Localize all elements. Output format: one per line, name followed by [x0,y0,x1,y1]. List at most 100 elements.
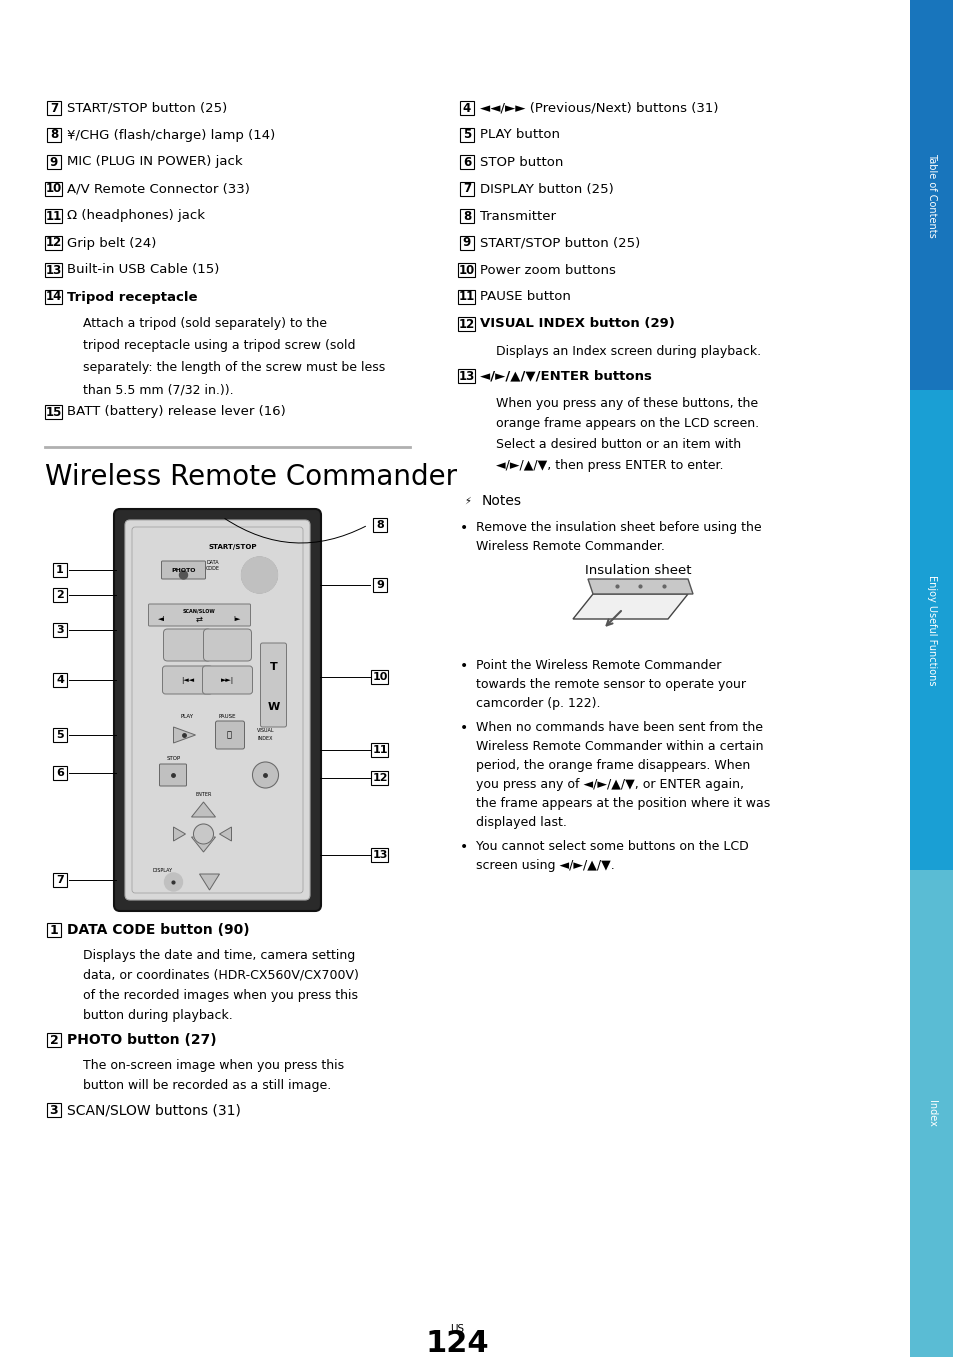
Text: DATA CODE button (90): DATA CODE button (90) [67,923,250,936]
FancyBboxPatch shape [113,509,320,911]
Circle shape [179,571,188,579]
Circle shape [257,573,261,577]
Text: 9: 9 [50,156,58,168]
Text: Insulation sheet: Insulation sheet [584,565,691,577]
Polygon shape [587,579,692,594]
FancyBboxPatch shape [203,630,252,661]
Text: 6: 6 [462,156,471,168]
Circle shape [250,565,269,585]
Text: Grip belt (24): Grip belt (24) [67,236,156,250]
Text: Table of Contents: Table of Contents [926,152,936,237]
Text: PHOTO button (27): PHOTO button (27) [67,1033,216,1048]
Text: Displays the date and time, camera setting: Displays the date and time, camera setti… [83,949,355,962]
Text: button during playback.: button during playback. [83,1008,233,1022]
Text: towards the remote sensor to operate your: towards the remote sensor to operate you… [476,678,745,691]
Text: ◄/►/▲/▼, then press ENTER to enter.: ◄/►/▲/▼, then press ENTER to enter. [496,460,722,472]
FancyBboxPatch shape [202,666,253,693]
Text: 11: 11 [372,745,387,754]
Text: 13: 13 [372,849,387,860]
Text: VISUAL INDEX button (29): VISUAL INDEX button (29) [479,318,674,331]
Text: button will be recorded as a still image.: button will be recorded as a still image… [83,1079,331,1091]
Polygon shape [199,874,219,890]
Text: 13: 13 [46,263,62,277]
Text: 11: 11 [458,290,475,304]
Text: than 5.5 mm (7/32 in.)).: than 5.5 mm (7/32 in.)). [83,384,233,396]
Text: Transmitter: Transmitter [479,209,556,223]
Text: ¥/CHG (flash/charge) lamp (14): ¥/CHG (flash/charge) lamp (14) [67,129,275,141]
Text: 3: 3 [50,1103,58,1117]
Text: DISPLAY: DISPLAY [152,867,172,873]
Text: period, the orange frame disappears. When: period, the orange frame disappears. Whe… [476,759,749,772]
Text: 11: 11 [46,209,62,223]
Polygon shape [573,594,687,619]
Text: 2: 2 [50,1034,58,1046]
Text: BATT (battery) release lever (16): BATT (battery) release lever (16) [67,406,286,418]
Text: Wireless Remote Commander.: Wireless Remote Commander. [476,540,664,554]
Text: 1: 1 [56,565,64,575]
Text: When you press any of these buttons, the: When you press any of these buttons, the [496,396,758,410]
Text: |◄◄: |◄◄ [181,677,193,684]
Text: 4: 4 [462,102,471,114]
Text: ⇄: ⇄ [195,615,203,623]
Text: of the recorded images when you press this: of the recorded images when you press th… [83,988,357,1001]
Text: Power zoom buttons: Power zoom buttons [479,263,616,277]
Text: 8: 8 [375,520,383,531]
Text: START/STOP button (25): START/STOP button (25) [67,102,227,114]
Text: 6: 6 [56,768,64,778]
Text: ►►|: ►►| [221,677,233,684]
Text: •: • [459,660,468,673]
Text: INDEX: INDEX [257,735,273,741]
FancyBboxPatch shape [260,643,286,727]
Text: •: • [459,840,468,854]
Text: VISUAL: VISUAL [256,729,274,734]
Text: When no commands have been sent from the: When no commands have been sent from the [476,721,762,734]
Text: ◄◄/►► (Previous/Next) buttons (31): ◄◄/►► (Previous/Next) buttons (31) [479,102,718,114]
Text: data, or coordinates (HDR-CX560V/CX700V): data, or coordinates (HDR-CX560V/CX700V) [83,969,358,981]
Bar [909,389,953,870]
Text: 7: 7 [56,875,64,885]
Text: T: T [270,662,277,672]
Text: PLAY button: PLAY button [479,129,559,141]
Text: 14: 14 [46,290,62,304]
Text: PHOTO: PHOTO [172,567,195,573]
Text: STOP button: STOP button [479,156,563,168]
Text: Wireless Remote Commander within a certain: Wireless Remote Commander within a certa… [476,740,762,753]
Text: A/V Remote Connector (33): A/V Remote Connector (33) [67,182,250,195]
Text: Wireless Remote Commander: Wireless Remote Commander [45,463,456,491]
Text: 10: 10 [458,263,475,277]
FancyBboxPatch shape [159,764,186,786]
Text: 8: 8 [462,209,471,223]
Text: 7: 7 [50,102,58,114]
Text: SCAN/SLOW: SCAN/SLOW [183,608,215,613]
Text: 15: 15 [46,406,62,418]
Text: 2: 2 [56,590,64,600]
Polygon shape [173,727,195,744]
Text: START/STOP button (25): START/STOP button (25) [479,236,639,250]
Text: DATA: DATA [206,559,218,565]
Text: 1: 1 [50,924,58,936]
Text: the frame appears at the position where it was: the frame appears at the position where … [476,797,769,810]
Circle shape [164,873,182,892]
Text: Displays an Index screen during playback.: Displays an Index screen during playback… [496,345,760,357]
Text: ENTER: ENTER [195,792,212,798]
FancyBboxPatch shape [162,666,213,693]
Text: US: US [450,1324,463,1334]
Text: 10: 10 [372,672,387,683]
Text: Point the Wireless Remote Commander: Point the Wireless Remote Commander [476,660,720,672]
Text: START/STOP: START/STOP [208,544,256,550]
Text: STOP: STOP [166,756,180,761]
Text: Notes: Notes [481,494,521,508]
Text: 124: 124 [425,1329,488,1357]
Text: 12: 12 [46,236,62,250]
Text: CODE: CODE [205,566,219,570]
Text: •: • [459,721,468,735]
Text: Ω (headphones) jack: Ω (headphones) jack [67,209,205,223]
Text: ◄I: ◄I [157,616,165,622]
Text: ◄/►/▲/▼/ENTER buttons: ◄/►/▲/▼/ENTER buttons [479,369,651,383]
Text: tripod receptacle using a tripod screw (sold: tripod receptacle using a tripod screw (… [83,339,355,353]
FancyBboxPatch shape [161,560,205,579]
Text: ⏸: ⏸ [227,730,232,740]
Circle shape [241,556,277,593]
Text: 9: 9 [375,579,383,590]
Text: you press any of ◄/►/▲/▼, or ENTER again,: you press any of ◄/►/▲/▼, or ENTER again… [476,778,743,791]
